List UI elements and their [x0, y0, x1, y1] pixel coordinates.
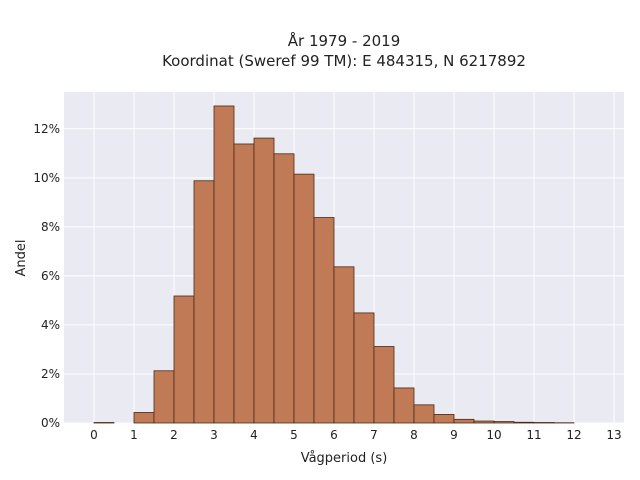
- y-tick-label: 0%: [41, 416, 60, 430]
- y-tick-label: 10%: [33, 171, 60, 185]
- histogram-bar: [413, 404, 435, 424]
- x-tick-label: 8: [410, 428, 418, 442]
- x-axis-label: Vågperiod (s): [301, 451, 388, 466]
- histogram-bar: [233, 143, 255, 424]
- y-tick-label: 12%: [33, 122, 60, 136]
- x-ticks: 0 1 2 3 4 5 6 7 8 9 10 11 12 13: [90, 428, 621, 442]
- x-tick-label: 3: [210, 428, 218, 442]
- x-tick-label: 11: [526, 428, 541, 442]
- bars: [93, 105, 575, 424]
- histogram-bar: [373, 346, 395, 424]
- histogram-bar: [393, 387, 415, 424]
- y-tick-label: 4%: [41, 318, 60, 332]
- y-tick-label: 6%: [41, 269, 60, 283]
- histogram-bar: [253, 137, 275, 424]
- x-tick-label: 0: [90, 428, 98, 442]
- y-axis-label: Andel: [14, 240, 29, 277]
- x-tick-label: 4: [250, 428, 258, 442]
- x-tick-label: 1: [130, 428, 138, 442]
- histogram-bar: [453, 418, 475, 424]
- x-tick-label: 10: [486, 428, 501, 442]
- histogram-bar: [193, 180, 215, 424]
- y-tick-label: 2%: [41, 367, 60, 381]
- histogram-bar: [333, 266, 355, 424]
- histogram-bar: [513, 421, 535, 424]
- histogram-bar: [273, 153, 295, 424]
- histogram-bar: [433, 414, 455, 424]
- histogram-bar: [493, 421, 515, 424]
- x-tick-label: 7: [370, 428, 378, 442]
- x-tick-label: 5: [290, 428, 298, 442]
- y-ticks: 0% 2% 4% 6% 8% 10% 12%: [33, 122, 60, 430]
- histogram-bar: [313, 217, 335, 424]
- x-tick-label: 9: [450, 428, 458, 442]
- histogram-bar: [353, 312, 375, 424]
- x-tick-label: 13: [606, 428, 621, 442]
- chart-subtitle: Koordinat (Sweref 99 TM): E 484315, N 62…: [162, 52, 526, 70]
- histogram-bar: [473, 420, 495, 424]
- histogram-bar: [173, 295, 195, 424]
- histogram-bar: [153, 370, 175, 424]
- histogram-bar: [133, 412, 155, 424]
- x-tick-label: 6: [330, 428, 338, 442]
- x-tick-label: 12: [566, 428, 581, 442]
- y-tick-label: 8%: [41, 220, 60, 234]
- x-tick-label: 2: [170, 428, 178, 442]
- histogram-bar: [213, 105, 235, 424]
- chart-title: År 1979 - 2019: [288, 31, 401, 50]
- histogram-bar: [293, 173, 315, 424]
